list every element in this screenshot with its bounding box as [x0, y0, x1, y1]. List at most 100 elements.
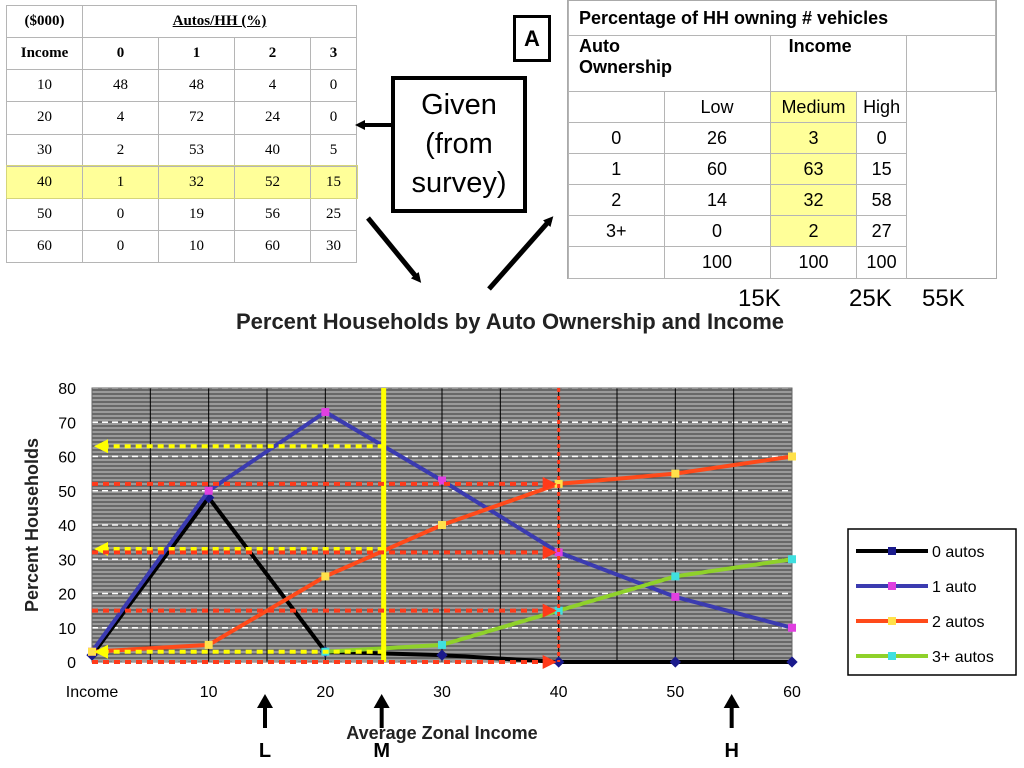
y-tick-label: 70	[58, 415, 76, 432]
given-line: Given	[421, 89, 497, 121]
income-medium-label: 25K	[849, 285, 892, 312]
survey-table: ($000) Autos/HH (%) Income 0 1 2 3 10 48…	[5, 4, 358, 264]
legend-label: 3+ autos	[932, 649, 994, 666]
cell: 0	[856, 122, 907, 154]
plot-border	[91, 387, 793, 663]
income-marker-label: H	[724, 740, 738, 762]
table-row: 50 0 19 56 25	[6, 197, 357, 231]
data-point	[554, 548, 563, 557]
line-chart: 0 10 20 30 40 50 60 70 80 Income 10 20 30 40 50 60 Perce…	[22, 381, 1017, 762]
x-tick-label: 10	[200, 684, 218, 701]
cell: 10	[158, 229, 235, 264]
corner-cell: ($000)	[6, 4, 83, 39]
data-point	[438, 521, 446, 529]
data-point	[671, 592, 680, 601]
data-point	[204, 640, 213, 649]
legend-box	[847, 528, 1017, 676]
legend-label: 2 autos	[932, 614, 984, 631]
y-tick-label: 0	[67, 655, 76, 672]
data-point	[554, 606, 563, 615]
cell: 60	[234, 229, 311, 264]
legend-label: 0 autos	[932, 544, 984, 561]
x-axis-label: Average Zonal Income	[346, 723, 537, 743]
col-header: 0	[82, 37, 159, 71]
data-point	[554, 479, 563, 488]
data-point	[788, 555, 796, 564]
col-header: 3	[310, 37, 357, 71]
cell: 0	[568, 122, 665, 154]
cell: 3+	[568, 215, 665, 247]
chart-title: Percent Households by Auto Ownership and…	[235, 309, 785, 334]
income-high-label: 55K	[922, 285, 965, 312]
empty-cell	[568, 91, 665, 123]
chart-legend: 0 autos 1 auto 2 autos 3+ autos	[847, 528, 1017, 676]
y-tick-label: 40	[58, 518, 76, 535]
data-point	[788, 623, 796, 632]
x-tick-label: 20	[316, 684, 334, 701]
cell: 60	[663, 153, 771, 185]
legend-label: 1 auto	[932, 579, 977, 596]
income-marker-label: L	[259, 740, 271, 762]
table-title: Percentage of HH owning # vehicles	[568, 1, 996, 36]
table-row: 0 26 3 0	[568, 122, 996, 154]
col-header: 2	[234, 37, 311, 71]
cell: 58	[856, 184, 907, 216]
cell: 24	[234, 101, 311, 135]
x-tick-label: Income	[66, 684, 119, 701]
cell: 5	[310, 133, 357, 167]
data-point	[438, 476, 446, 485]
cell: 4	[234, 69, 311, 103]
y-tick-label: 10	[58, 621, 76, 638]
marker-arrow-head	[257, 694, 273, 708]
header-line: Auto	[579, 36, 620, 56]
cell: 14	[663, 184, 771, 216]
cell: 100	[663, 246, 771, 279]
cell	[568, 246, 665, 279]
cell: 72	[158, 101, 235, 135]
legend-marker	[888, 652, 896, 660]
level-medium: Medium	[769, 91, 858, 123]
income-labels: 15K 25K 55K	[0, 285, 1024, 315]
header-line: Ownership	[579, 57, 673, 77]
cell: 60	[6, 229, 83, 264]
y-axis-label: Percent Households	[22, 438, 42, 612]
cell: 48	[82, 69, 159, 103]
data-point	[438, 640, 446, 649]
legend-marker	[888, 547, 896, 555]
cell: 4	[82, 101, 159, 135]
auto-ownership-header: Auto Ownership	[568, 35, 771, 92]
cell: 3	[769, 122, 858, 154]
table-row-total: 100 100 100	[568, 246, 996, 279]
data-point	[321, 407, 330, 416]
cell: 32	[769, 184, 858, 216]
data-point	[671, 572, 680, 581]
data-point	[786, 656, 798, 668]
y-tick-label: 20	[58, 587, 76, 604]
percentage-table: Percentage of HH owning # vehicles Auto …	[568, 1, 997, 279]
cell: 19	[158, 197, 235, 231]
table-row: 3+ 0 2 27	[568, 215, 996, 247]
connector-arrows	[355, 120, 554, 291]
label-box-a: A	[513, 15, 551, 62]
legend-marker	[888, 617, 896, 625]
table-row: 20 4 72 24 0	[6, 101, 357, 135]
group-header: Autos/HH (%)	[82, 4, 357, 39]
level-low: Low	[663, 91, 771, 123]
table-row: 60 0 10 60 30	[6, 229, 357, 264]
cell: 27	[856, 215, 907, 247]
y-tick-label: 30	[58, 552, 76, 569]
given-line: (from	[425, 128, 493, 160]
income-marker-label: M	[373, 740, 390, 762]
cell: 15	[856, 153, 907, 185]
cell: 30	[310, 229, 357, 264]
given-box: Given (from survey)	[391, 76, 527, 213]
x-tick-label: 50	[666, 684, 684, 701]
y-tick-label: 60	[58, 450, 76, 467]
cell: 26	[663, 122, 771, 154]
marker-arrow-head	[723, 694, 740, 708]
x-tick-label: 30	[433, 684, 451, 701]
y-tick-label: 80	[58, 381, 76, 398]
data-point	[671, 469, 680, 478]
income-header: Income	[769, 35, 907, 92]
data-point	[669, 656, 681, 668]
